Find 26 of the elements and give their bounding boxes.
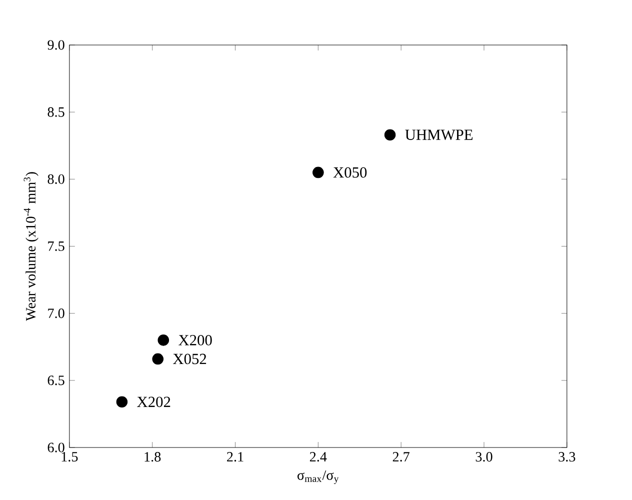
x-tick-label: 3.3 <box>558 452 576 462</box>
annotation: X052 <box>173 354 206 364</box>
x-tick-label: 1.5 <box>62 452 78 462</box>
point <box>312 166 324 178</box>
point <box>116 396 128 408</box>
y-tick-label: 9.0 <box>48 40 64 50</box>
x-tick-label: 3.0 <box>476 452 492 462</box>
y-tick-label: 7.0 <box>48 308 64 318</box>
x-tick-label: 2.1 <box>227 452 244 462</box>
y-axis-title: Wear volume (x10$^{-4}$ mm$^{3}$) <box>24 172 38 321</box>
y-tick-label: 6.0 <box>48 442 64 452</box>
x-tick-label: 2.4 <box>310 452 327 462</box>
point <box>152 353 164 364</box>
y-tick-label: 8.5 <box>48 107 64 117</box>
x-axis-title: σ$_{max}$/σ$_{y}$ <box>298 470 339 484</box>
annotation: UHMWPE <box>405 129 473 140</box>
annotation: X202 <box>137 396 170 407</box>
x-tick-label: 1.8 <box>144 452 161 462</box>
annotation: X200 <box>178 334 212 346</box>
annotation: X050 <box>333 167 367 178</box>
x-tick-label: 2.7 <box>392 452 410 462</box>
y-tick-label: 7.5 <box>48 241 64 251</box>
y-tick-label: 6.5 <box>48 375 64 385</box>
point <box>158 334 170 346</box>
point <box>384 129 396 140</box>
y-tick-label: 8.0 <box>48 174 64 184</box>
